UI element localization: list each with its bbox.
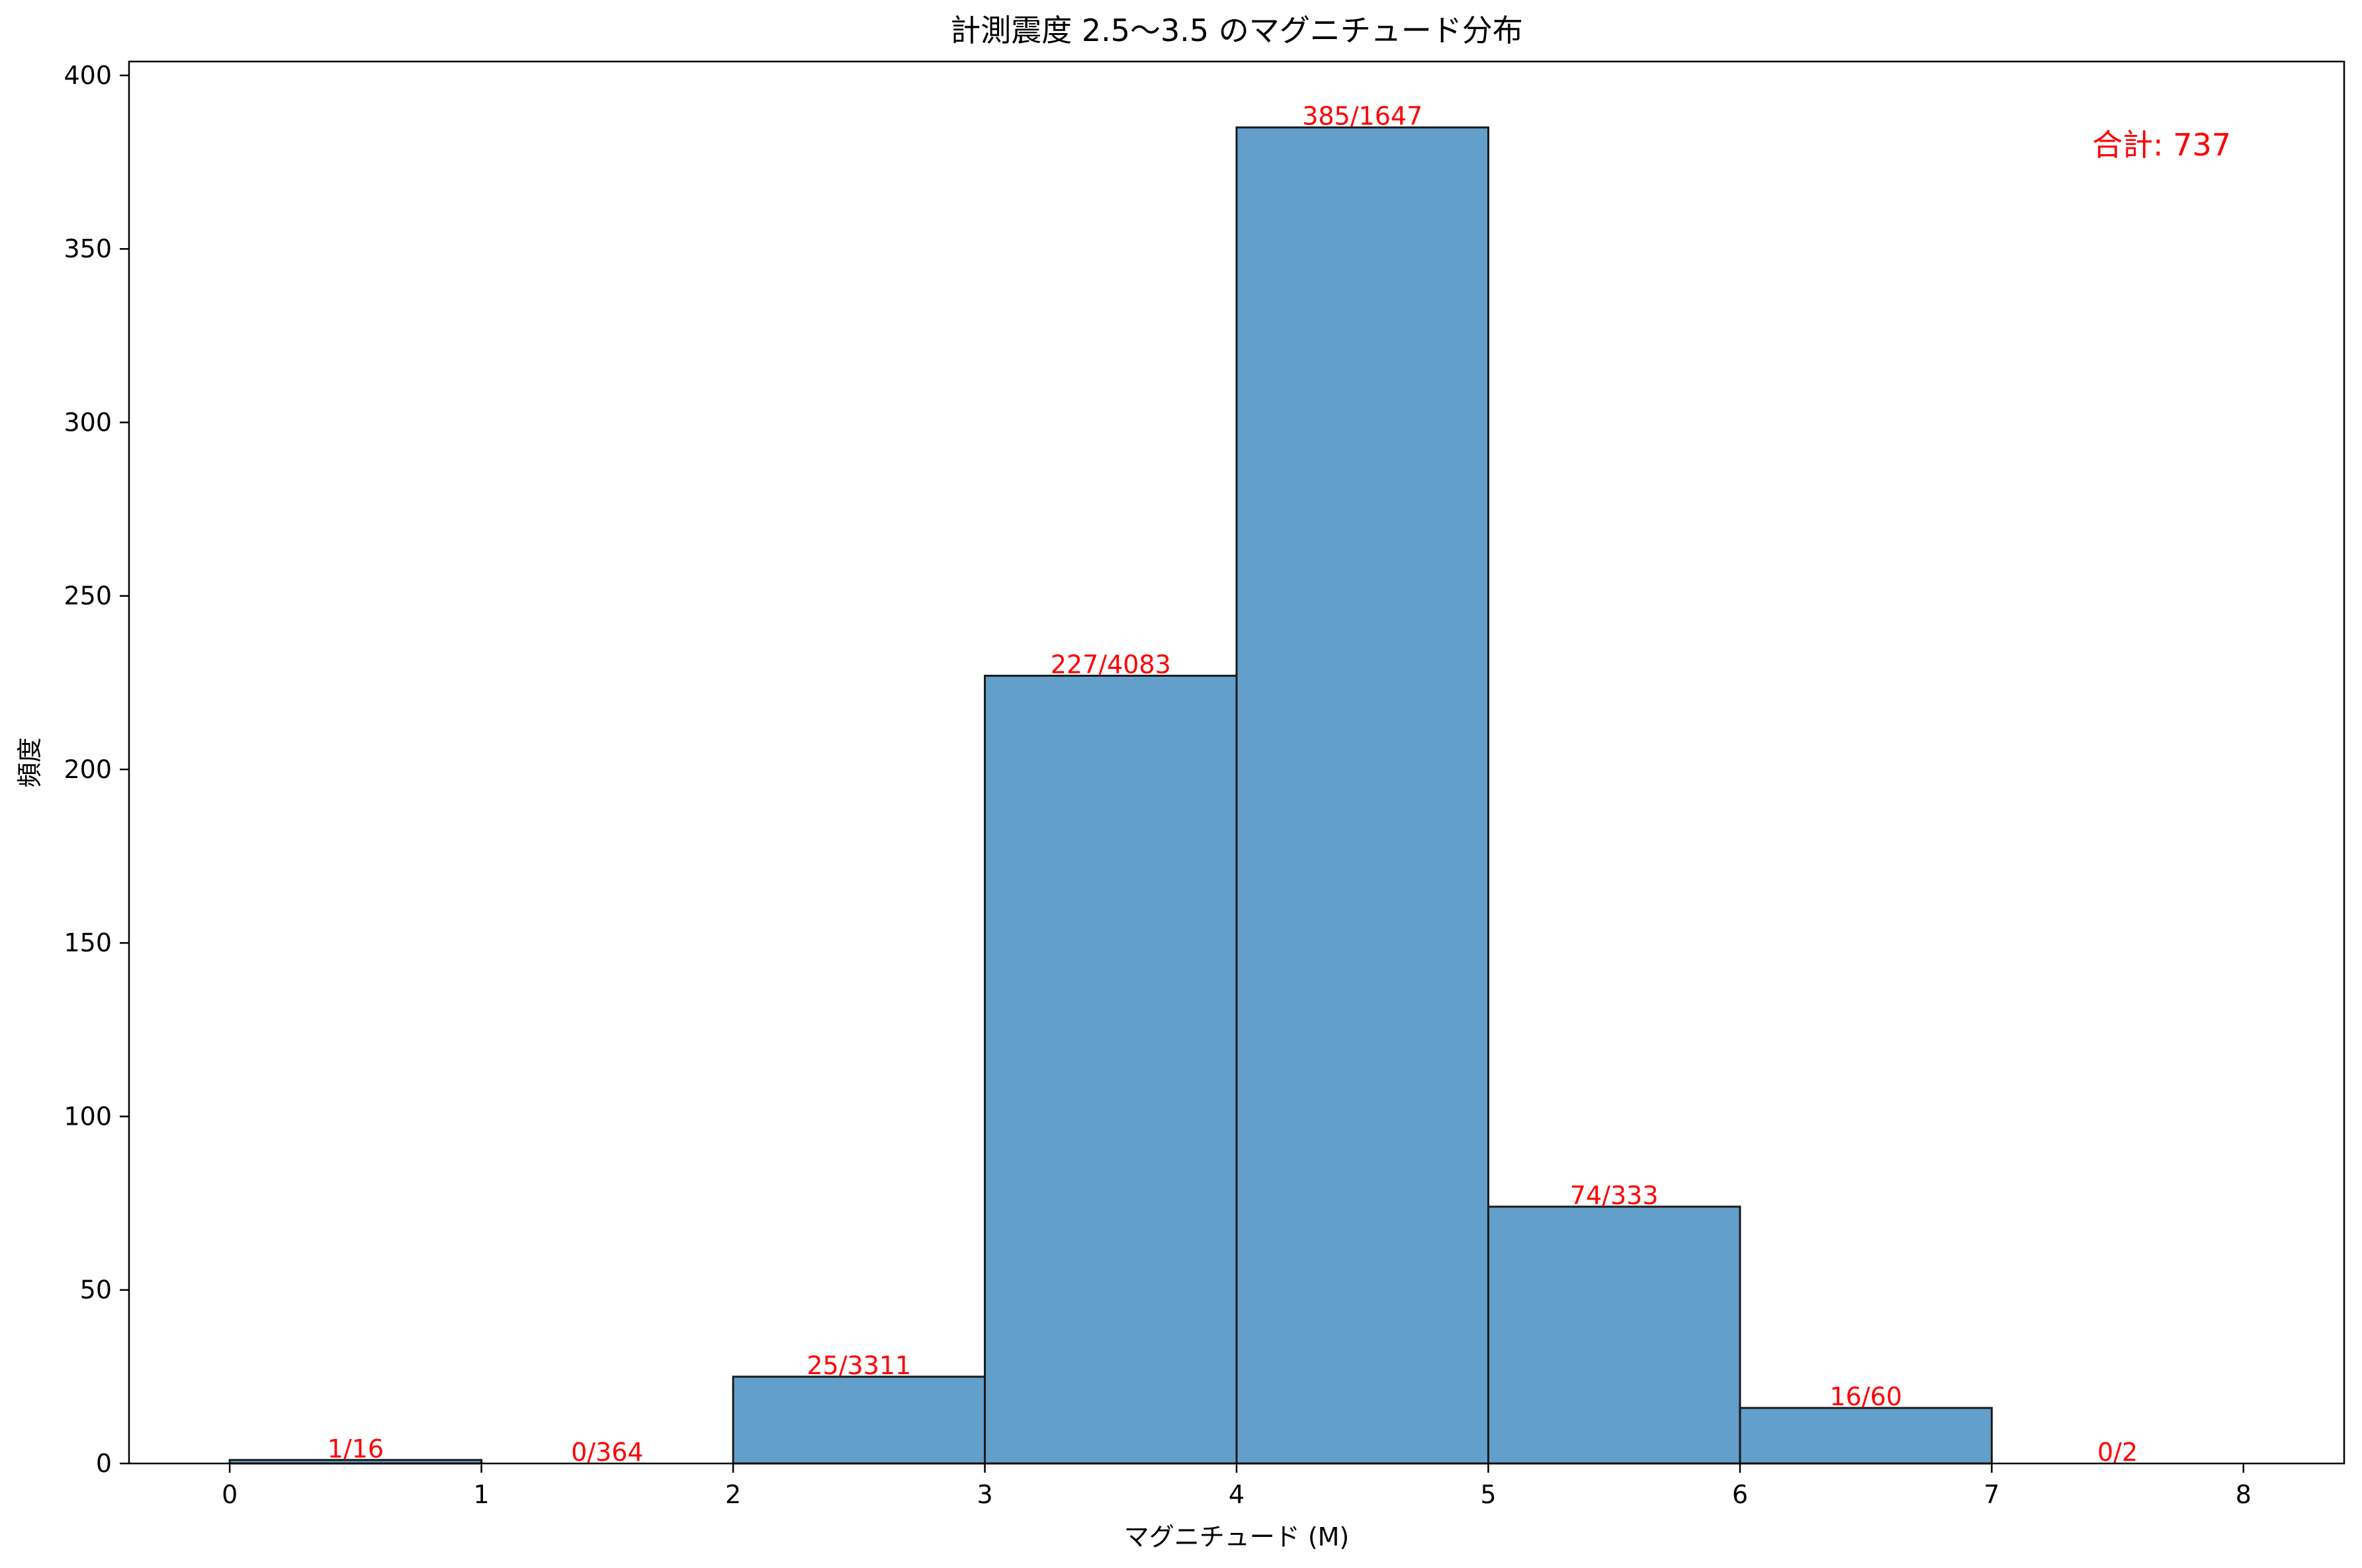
x-axis-ticks: 0 1 2 3 4 5 6 7 8 <box>222 1463 2252 1509</box>
y-axis-title: 頻度 <box>15 737 44 787</box>
y-tick-label: 250 <box>64 582 112 611</box>
histogram-bar <box>1739 1407 1993 1465</box>
total-annotation: 合計: 737 <box>2092 127 2231 163</box>
chart-title: 計測震度 2.5〜3.5 のマグニチュード分布 <box>950 13 1523 48</box>
plot-area-frame <box>128 60 2345 1465</box>
x-tick-label: 1 <box>474 1480 490 1509</box>
x-tick-label: 7 <box>1984 1480 1999 1509</box>
bar-count-label: 25/3311 <box>807 1351 911 1380</box>
x-tick-label: 8 <box>2236 1480 2252 1509</box>
y-axis-ticks: 0 50 100 150 200 250 300 350 400 <box>64 61 129 1478</box>
bar-count-label: 0/364 <box>571 1438 644 1467</box>
bar-count-label: 1/16 <box>328 1434 384 1463</box>
bar-count-label: 74/333 <box>1570 1181 1659 1210</box>
histogram-bar <box>732 1375 986 1465</box>
x-tick-label: 0 <box>222 1480 238 1509</box>
y-tick-label: 100 <box>64 1102 112 1131</box>
y-tick-label: 150 <box>64 928 112 957</box>
x-tick-label: 5 <box>1480 1480 1496 1509</box>
histogram-bar <box>1487 1205 1741 1465</box>
x-axis-title: マグニチュード (M) <box>1124 1522 1350 1551</box>
x-tick-label: 3 <box>977 1480 992 1509</box>
bar-count-label: 227/4083 <box>1051 650 1171 679</box>
y-tick-label: 0 <box>96 1449 112 1478</box>
y-tick-label: 200 <box>64 755 112 784</box>
x-tick-label: 2 <box>725 1480 741 1509</box>
y-tick-label: 400 <box>64 61 112 90</box>
bar-count-labels: 1/16 0/364 25/3311 227/4083 385/1647 74/333 16… <box>328 102 2138 1467</box>
bar-count-label: 385/1647 <box>1302 102 1422 131</box>
y-tick-label: 50 <box>80 1276 112 1305</box>
bar-count-label: 0/2 <box>2097 1438 2138 1467</box>
bar-count-label: 16/60 <box>1829 1382 1902 1411</box>
histogram-bar <box>1235 126 1489 1465</box>
y-tick-label: 300 <box>64 408 112 437</box>
x-tick-label: 6 <box>1732 1480 1748 1509</box>
histogram-bars <box>228 126 1993 1465</box>
histogram-bar <box>984 674 1238 1465</box>
x-tick-label: 4 <box>1229 1480 1245 1509</box>
y-tick-label: 350 <box>64 234 112 263</box>
